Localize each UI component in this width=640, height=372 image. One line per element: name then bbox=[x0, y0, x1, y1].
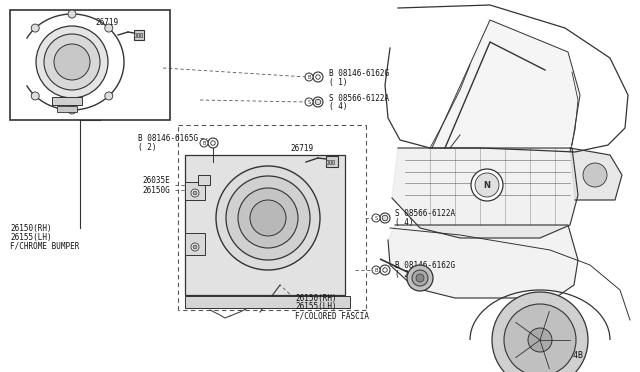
Bar bbox=[134, 33, 136, 37]
Circle shape bbox=[200, 139, 208, 147]
Circle shape bbox=[372, 266, 380, 274]
Text: 26719: 26719 bbox=[290, 144, 313, 153]
Text: S 08566-6122A: S 08566-6122A bbox=[395, 208, 455, 218]
Text: B: B bbox=[307, 74, 310, 80]
Text: 26155(LH): 26155(LH) bbox=[295, 302, 337, 311]
Circle shape bbox=[528, 328, 552, 352]
Circle shape bbox=[226, 176, 310, 260]
Bar bbox=[52, 97, 82, 105]
Text: 26035E: 26035E bbox=[142, 176, 170, 185]
Text: S: S bbox=[307, 99, 310, 105]
Bar bbox=[332, 160, 334, 164]
Circle shape bbox=[238, 188, 298, 248]
Circle shape bbox=[383, 268, 387, 272]
Circle shape bbox=[471, 169, 503, 201]
Circle shape bbox=[208, 138, 218, 148]
Circle shape bbox=[504, 304, 576, 372]
Circle shape bbox=[416, 274, 424, 282]
Circle shape bbox=[216, 166, 320, 270]
Polygon shape bbox=[570, 148, 622, 200]
Text: 26155(LH): 26155(LH) bbox=[10, 232, 52, 241]
Circle shape bbox=[193, 245, 197, 249]
Text: S: S bbox=[374, 215, 378, 221]
Bar bbox=[185, 296, 350, 308]
Text: B 08146-6165G: B 08146-6165G bbox=[138, 134, 198, 142]
Circle shape bbox=[193, 191, 197, 195]
Text: F/CHROME BUMPER: F/CHROME BUMPER bbox=[10, 241, 79, 250]
Bar bbox=[57, 106, 77, 112]
Circle shape bbox=[475, 173, 499, 197]
Circle shape bbox=[372, 214, 380, 222]
Circle shape bbox=[382, 215, 388, 221]
Circle shape bbox=[407, 265, 433, 291]
Bar bbox=[326, 156, 338, 167]
Text: 26150G: 26150G bbox=[142, 186, 170, 195]
Circle shape bbox=[380, 265, 390, 275]
Text: R263004B: R263004B bbox=[543, 350, 583, 359]
Circle shape bbox=[36, 26, 108, 98]
Circle shape bbox=[316, 99, 321, 105]
Circle shape bbox=[31, 24, 39, 32]
Circle shape bbox=[313, 72, 323, 82]
Text: ( 1): ( 1) bbox=[329, 77, 348, 87]
Bar bbox=[10, 10, 170, 120]
Circle shape bbox=[68, 10, 76, 18]
Bar bbox=[137, 33, 139, 37]
Polygon shape bbox=[392, 148, 578, 238]
Text: F/COLORED FASCIA: F/COLORED FASCIA bbox=[295, 311, 369, 321]
Circle shape bbox=[492, 292, 588, 372]
Circle shape bbox=[211, 141, 215, 145]
Text: B: B bbox=[202, 141, 205, 145]
Circle shape bbox=[105, 92, 113, 100]
Bar bbox=[198, 175, 210, 185]
Circle shape bbox=[105, 24, 113, 32]
Circle shape bbox=[305, 73, 313, 81]
Circle shape bbox=[191, 243, 199, 251]
Text: ( 4): ( 4) bbox=[395, 218, 413, 227]
Bar bbox=[185, 155, 345, 295]
Text: ( 4): ( 4) bbox=[329, 102, 348, 110]
Circle shape bbox=[412, 270, 428, 286]
Circle shape bbox=[191, 189, 199, 197]
Bar bbox=[185, 233, 205, 255]
Polygon shape bbox=[388, 225, 578, 298]
Polygon shape bbox=[432, 20, 580, 148]
Circle shape bbox=[380, 213, 390, 223]
Text: B: B bbox=[374, 267, 378, 273]
Text: B 08146-6162G: B 08146-6162G bbox=[329, 68, 389, 77]
Text: ( 2): ( 2) bbox=[395, 269, 413, 279]
Circle shape bbox=[313, 97, 323, 107]
Text: 26150(RH): 26150(RH) bbox=[295, 294, 337, 302]
Bar bbox=[326, 160, 328, 164]
Text: 26150(RH): 26150(RH) bbox=[10, 224, 52, 232]
Circle shape bbox=[54, 44, 90, 80]
Text: S 08566-6122A: S 08566-6122A bbox=[329, 93, 389, 103]
Text: 26719: 26719 bbox=[95, 17, 118, 26]
Circle shape bbox=[305, 98, 313, 106]
Circle shape bbox=[316, 75, 320, 79]
Circle shape bbox=[31, 92, 39, 100]
Bar bbox=[329, 160, 331, 164]
Text: ( 2): ( 2) bbox=[138, 142, 157, 151]
Text: B 08146-6162G: B 08146-6162G bbox=[395, 260, 455, 269]
Bar bbox=[134, 30, 144, 40]
Circle shape bbox=[68, 106, 76, 114]
Bar bbox=[140, 33, 142, 37]
Bar bbox=[185, 182, 205, 200]
Text: N: N bbox=[483, 180, 490, 189]
Circle shape bbox=[583, 163, 607, 187]
Circle shape bbox=[44, 34, 100, 90]
Circle shape bbox=[250, 200, 286, 236]
